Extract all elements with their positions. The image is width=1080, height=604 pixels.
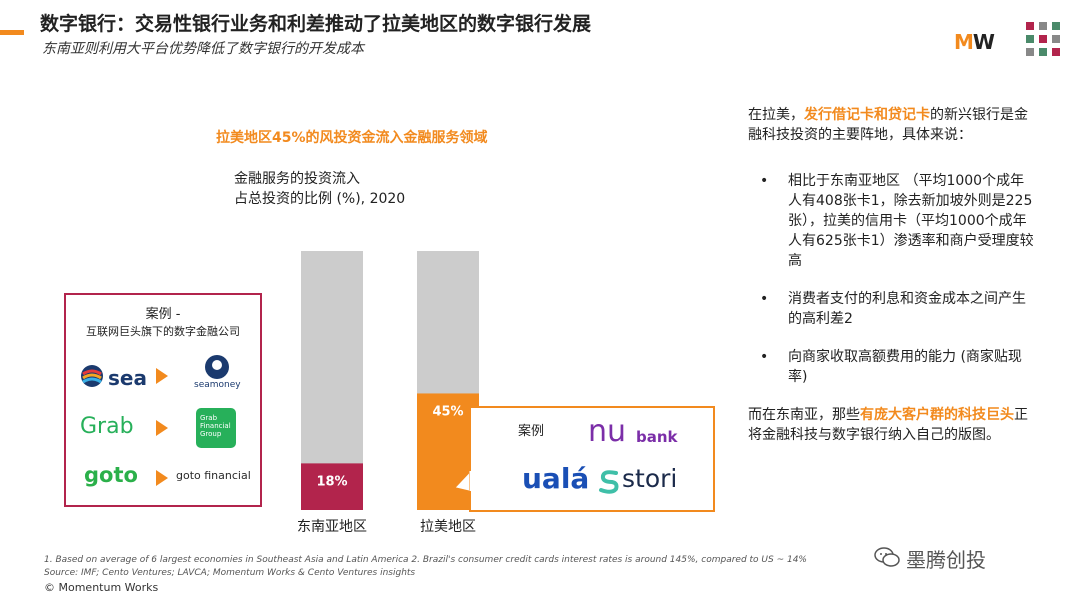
- bullet-item: 向商家收取高额费用的能力 (商家贴现率): [748, 347, 1038, 387]
- grab-logo-text: Grab: [80, 414, 134, 439]
- bullet-list: 相比于东南亚地区 （平均1000个成年人有408张卡1，除去新加坡外则是225张…: [748, 171, 1038, 387]
- stori-logo-text: stori: [622, 464, 678, 493]
- dots-logo-icon: [1026, 22, 1060, 56]
- arrow-right-icon: [156, 420, 168, 436]
- bar-0: [301, 463, 363, 510]
- nubank-nu-logo-text: nu: [588, 414, 627, 449]
- intro-paragraph: 在拉美，发行借记卡和贷记卡的新兴银行是金融科技投资的主要阵地，具体来说：: [748, 105, 1038, 145]
- chart-subtitle-line-1: 金融服务的投资流入: [234, 171, 360, 187]
- copyright: © Momentum Works: [44, 581, 159, 594]
- logo-m: M: [954, 30, 974, 54]
- bullet-item: 相比于东南亚地区 （平均1000个成年人有408张卡1，除去新加坡外则是225张…: [748, 171, 1038, 271]
- lam-case-label: 案例: [518, 424, 545, 439]
- seamoney-logo-text: seamoney: [194, 380, 241, 390]
- grab-financial-line-3: Group: [200, 430, 222, 438]
- wechat-icon: [874, 547, 900, 567]
- arrow-right-icon: [156, 470, 168, 486]
- nubank-bank-logo-text: bank: [636, 428, 678, 446]
- right-panel: 在拉美，发行借记卡和贷记卡的新兴银行是金融科技投资的主要阵地，具体来说： 相比于…: [748, 105, 1038, 445]
- seamoney-logo-icon: [205, 355, 229, 379]
- lam-case-box: [469, 406, 715, 512]
- grab-financial-logo: Grab Financial Group: [196, 408, 236, 448]
- sea-case-box: 案例 - 互联网巨头旗下的数字金融公司: [64, 293, 262, 507]
- outro-highlight: 有庞大客户群的科技巨头: [860, 407, 1014, 423]
- watermark: 墨腾创投: [906, 548, 986, 572]
- intro-pre: 在拉美，: [748, 107, 804, 123]
- chart-subtitle: 金融服务的投资流入 占总投资的比例 (%), 2020: [234, 169, 405, 209]
- category-label: 东南亚地区: [297, 519, 367, 535]
- bullet-item: 消费者支付的利息和资金成本之间产生的高利差2: [748, 289, 1038, 329]
- sea-case-subtitle: 互联网巨头旗下的数字金融公司: [86, 325, 240, 338]
- sea-logo-icon: [81, 365, 103, 387]
- page-subtitle: 东南亚则利用大平台优势降低了数字银行的开发成本: [42, 41, 364, 57]
- goto-logo-text: goto: [84, 463, 138, 487]
- momentum-works-logo: MW: [954, 30, 995, 54]
- chart-title: 拉美地区45%的风投资金流入金融服务领域: [216, 130, 488, 146]
- data-label: 45%: [432, 404, 463, 419]
- grab-financial-line-1: Grab: [200, 414, 218, 422]
- intro-highlight: 发行借记卡和贷记卡: [804, 107, 930, 123]
- footnote: 1. Based on average of 6 largest economi…: [44, 555, 807, 565]
- chart-subtitle-line-2: 占总投资的比例 (%), 2020: [234, 191, 406, 207]
- grab-financial-line-2: Financial: [200, 422, 231, 430]
- page-title: 数字银行：交易性银行业务和利差推动了拉美地区的数字银行发展: [40, 13, 592, 35]
- outro-post: 正将金融科技与数字银行纳入自己的版图。: [748, 407, 1028, 443]
- logo-w: W: [972, 30, 995, 54]
- outro-paragraph: 而在东南亚，那些有庞大客户群的科技巨头正将金融科技与数字银行纳入自己的版图。: [748, 405, 1038, 445]
- outro-pre: 而在东南亚，那些: [748, 407, 860, 423]
- stori-logo-icon: [599, 470, 619, 494]
- intro-post: 的新兴银行是金融科技投资的主要阵地，具体来说：: [748, 107, 1028, 143]
- data-label: 18%: [316, 474, 347, 489]
- category-label: 拉美地区: [420, 519, 476, 535]
- source-note: Source: IMF; Cento Ventures; LAVCA; Mome…: [44, 568, 416, 578]
- uala-logo-text: ualá: [522, 462, 590, 495]
- arrow-right-icon: [156, 368, 168, 384]
- sea-case-title: 案例 -: [145, 307, 181, 322]
- goto-financial-logo-text: goto financial: [176, 469, 251, 482]
- accent-bar: [0, 30, 24, 35]
- sea-logo-text: sea: [108, 366, 147, 390]
